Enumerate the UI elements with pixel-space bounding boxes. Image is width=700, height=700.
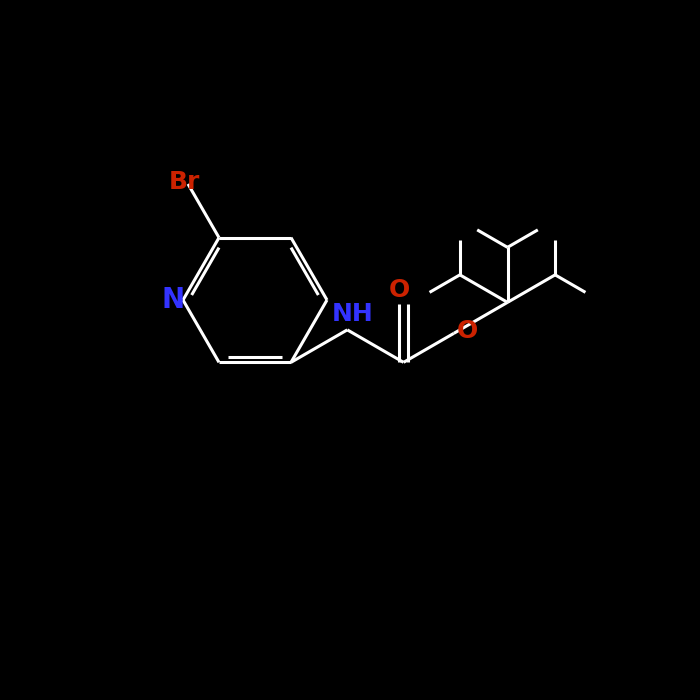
Text: Br: Br [168, 170, 200, 194]
Text: O: O [389, 279, 410, 302]
Text: O: O [457, 319, 478, 344]
Text: NH: NH [331, 302, 373, 326]
Text: N: N [162, 286, 185, 314]
